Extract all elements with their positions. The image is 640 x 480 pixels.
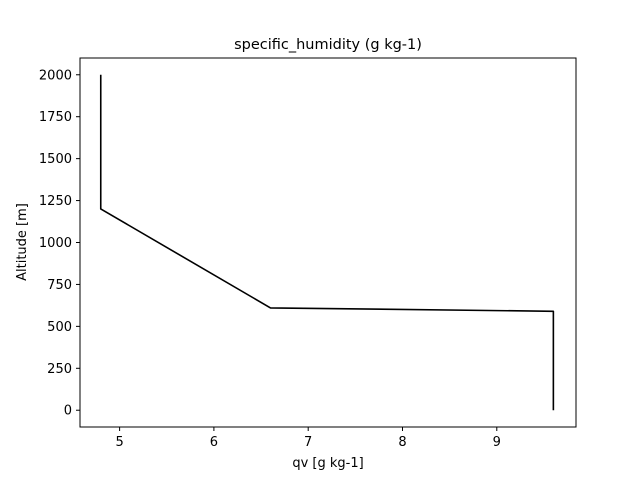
y-tick-label: 1000 [39, 236, 72, 251]
y-tick-label: 1750 [39, 110, 72, 125]
x-axis: 5 6 7 8 9 [115, 427, 501, 450]
x-tick-label: 9 [493, 435, 501, 450]
y-tick-label: 500 [47, 320, 72, 335]
axes-frame [79, 57, 577, 428]
x-tick-label: 6 [210, 435, 218, 450]
y-tick-label: 1500 [39, 152, 72, 167]
y-axis-label: Altitude [m] [15, 203, 30, 281]
y-tick-label: 1250 [39, 194, 72, 209]
x-axis-label: qv [g kg-1] [292, 456, 363, 471]
x-tick-label: 7 [304, 435, 312, 450]
y-tick-label: 750 [47, 278, 72, 293]
chart-title: specific_humidity (g kg-1) [234, 37, 422, 53]
x-tick-label: 8 [398, 435, 406, 450]
series-line [99, 74, 555, 411]
y-tick-label: 2000 [39, 68, 72, 83]
y-tick-label: 0 [64, 404, 72, 419]
y-tick-label: 250 [47, 362, 72, 377]
x-tick-label: 5 [115, 435, 123, 450]
plot-area [99, 74, 555, 411]
y-axis: 0 250 500 750 1000 1250 1500 1750 2000 [39, 68, 80, 419]
